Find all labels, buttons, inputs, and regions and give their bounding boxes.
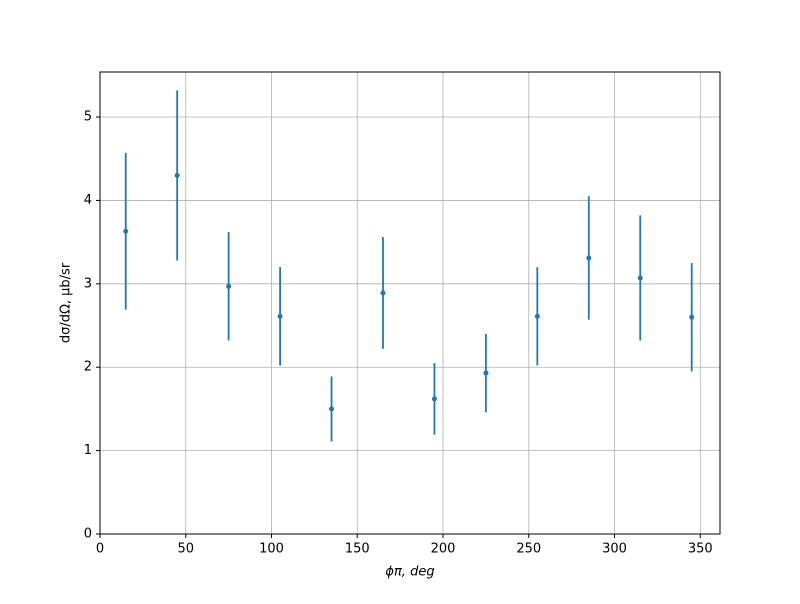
- x-tick-label: 300: [602, 542, 627, 557]
- x-axis-label: ϕπ, deg: [385, 565, 434, 580]
- y-tick-label: 5: [84, 110, 92, 125]
- data-point: [380, 290, 386, 296]
- data-point: [431, 396, 437, 402]
- plot-frame: [99, 71, 721, 535]
- y-tick-label: 2: [84, 360, 92, 375]
- y-axis-label: dσ/dΩ, μb/sr: [59, 262, 74, 343]
- data-point: [329, 406, 335, 412]
- x-tick-label: 150: [345, 542, 370, 557]
- y-tick-label: 1: [84, 443, 92, 458]
- y-tick-label: 4: [84, 193, 92, 208]
- data-point: [586, 255, 592, 261]
- y-tick-label: 0: [84, 527, 92, 542]
- x-tick-label: 100: [259, 542, 284, 557]
- y-tick-label: 3: [84, 276, 92, 291]
- data-point: [123, 228, 129, 234]
- data-point: [226, 283, 232, 289]
- x-tick-label: 50: [177, 542, 194, 557]
- x-tick-label: 200: [431, 542, 456, 557]
- data-point: [534, 313, 540, 319]
- data-point: [277, 313, 283, 319]
- x-tick-label: 350: [688, 542, 713, 557]
- data-point: [174, 172, 180, 178]
- x-tick-label: 250: [516, 542, 541, 557]
- data-point: [689, 314, 695, 320]
- x-tick-label: 0: [96, 542, 104, 557]
- data-point: [483, 370, 489, 376]
- data-point: [637, 275, 643, 281]
